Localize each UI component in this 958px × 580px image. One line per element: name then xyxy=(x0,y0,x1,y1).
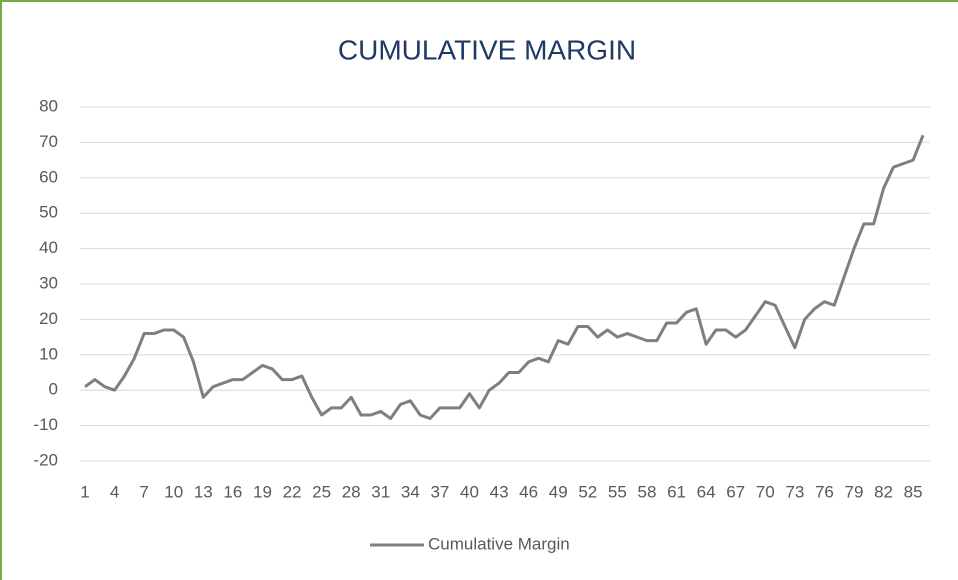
x-tick-label: 22 xyxy=(283,482,302,501)
x-tick-label: 61 xyxy=(667,482,686,501)
chart-title: CUMULATIVE MARGIN xyxy=(338,34,636,65)
x-tick-label: 37 xyxy=(430,482,449,501)
x-tick-label: 1 xyxy=(80,482,89,501)
legend-label: Cumulative Margin xyxy=(428,534,570,553)
y-tick-label: 50 xyxy=(39,203,58,222)
x-tick-label: 55 xyxy=(608,482,627,501)
y-tick-label: 0 xyxy=(49,380,58,399)
y-tick-label: -10 xyxy=(33,415,58,434)
x-tick-label: 73 xyxy=(785,482,804,501)
x-tick-label: 10 xyxy=(164,482,183,501)
y-tick-label: 20 xyxy=(39,309,58,328)
y-tick-label: 80 xyxy=(39,96,58,115)
y-tick-label: 10 xyxy=(39,344,58,363)
y-tick-label: 30 xyxy=(39,273,58,292)
x-tick-label: 19 xyxy=(253,482,272,501)
x-tick-label: 34 xyxy=(401,482,420,501)
x-tick-label: 31 xyxy=(371,482,390,501)
x-tick-label: 7 xyxy=(139,482,148,501)
x-tick-label: 28 xyxy=(342,482,361,501)
line-series xyxy=(84,134,925,421)
x-tick-label: 13 xyxy=(194,482,213,501)
y-tick-label: 70 xyxy=(39,132,58,151)
x-tick-label: 4 xyxy=(110,482,119,501)
x-tick-label: 49 xyxy=(549,482,568,501)
x-tick-label: 67 xyxy=(726,482,745,501)
x-tick-label: 70 xyxy=(756,482,775,501)
x-tick-label: 82 xyxy=(874,482,893,501)
y-tick-label: 40 xyxy=(39,238,58,257)
y-tick-label: 60 xyxy=(39,167,58,186)
x-tick-label: 40 xyxy=(460,482,479,501)
x-tick-label: 58 xyxy=(637,482,656,501)
x-tick-label: 46 xyxy=(519,482,538,501)
x-tick-label: 43 xyxy=(490,482,509,501)
x-tick-label: 85 xyxy=(904,482,923,501)
x-tick-label: 64 xyxy=(697,482,716,501)
y-tick-label: -20 xyxy=(33,450,58,469)
x-tick-label: 16 xyxy=(223,482,242,501)
x-tick-label: 76 xyxy=(815,482,834,501)
x-tick-label: 52 xyxy=(578,482,597,501)
x-tick-label: 25 xyxy=(312,482,331,501)
x-tick-label: 79 xyxy=(845,482,864,501)
